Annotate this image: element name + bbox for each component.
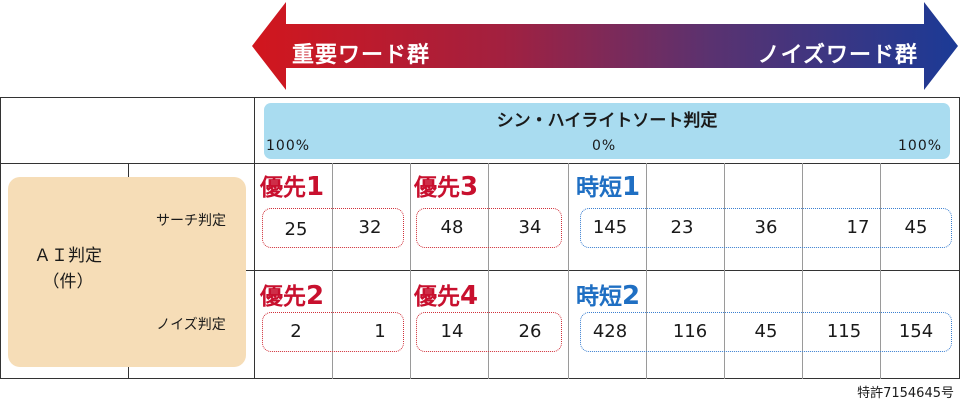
group-box-time-saving-1: [580, 208, 952, 248]
arrow-shape: [252, 2, 958, 90]
group-box-priority-2: [262, 312, 404, 352]
group-box-priority-1: [262, 208, 404, 248]
value-cell: 26: [518, 321, 542, 342]
tag-priority-3: 優先3: [414, 172, 479, 202]
row-label-noise: ノイズ判定: [156, 317, 226, 333]
ai-judgement-box: [8, 177, 246, 367]
tag-priority-1: 優先1: [260, 172, 325, 202]
value-cell: 1: [374, 321, 386, 342]
scale-right: 100%: [898, 138, 943, 154]
tag-time-saving-2: 時短2: [576, 281, 641, 311]
gradient-double-arrow: [252, 2, 958, 90]
value-cell: 2: [290, 321, 302, 342]
value-cell: 34: [518, 217, 542, 238]
group-box-priority-3: [416, 208, 562, 248]
value-cell: 23: [670, 217, 694, 238]
tag-priority-4: 優先4: [414, 281, 479, 311]
value-cell: 428: [592, 321, 628, 342]
ai-judgement-title: ＡＩ判定: [34, 246, 102, 266]
value-cell: 45: [754, 321, 778, 342]
highlight-sort-bar: [264, 103, 950, 159]
group-box-time-saving-2: [580, 312, 952, 352]
noise-words-label: ノイズワード群: [757, 43, 918, 68]
value-cell: 145: [592, 217, 628, 238]
tag-time-saving-1: 時短1: [576, 172, 641, 202]
ai-judgement-label: ＡＩ判定 （件）: [8, 243, 128, 295]
value-cell: 17: [846, 217, 870, 238]
value-cell: 154: [898, 321, 934, 342]
patent-note: 特許7154645号: [857, 386, 954, 401]
highlight-sort-title: シン・ハイライトソート判定: [496, 111, 718, 131]
value-cell: 48: [440, 217, 464, 238]
ai-judgement-unit: （件）: [42, 272, 94, 292]
value-cell: 25: [284, 219, 308, 240]
value-cell: 45: [904, 217, 928, 238]
tag-priority-2: 優先2: [260, 281, 325, 311]
value-cell: 116: [672, 321, 708, 342]
scale-center: 0%: [592, 138, 617, 154]
value-cell: 32: [358, 217, 382, 238]
value-cell: 36: [754, 217, 778, 238]
row-label-search: サーチ判定: [156, 213, 226, 229]
important-words-label: 重要ワード群: [292, 43, 431, 68]
scale-left: 100%: [266, 138, 311, 154]
group-box-priority-4: [416, 312, 562, 352]
value-cell: 115: [826, 321, 862, 342]
value-cell: 14: [440, 321, 464, 342]
